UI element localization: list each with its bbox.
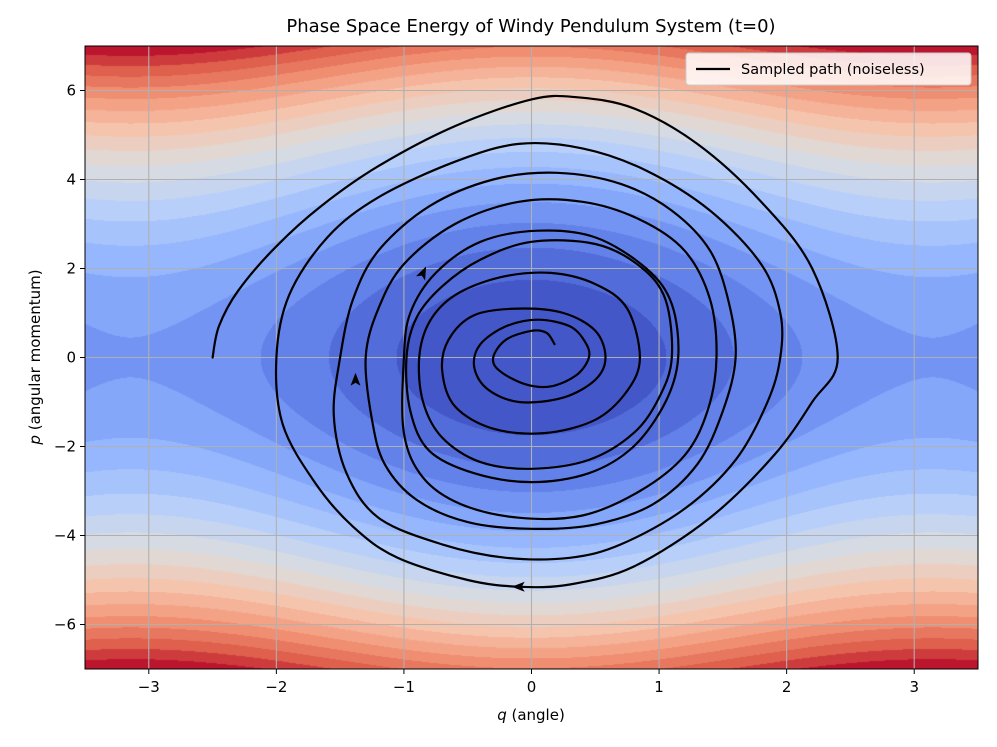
x-tick-label: 2 — [782, 678, 792, 696]
chart-title: Phase Space Energy of Windy Pendulum Sys… — [286, 16, 775, 37]
x-tick-label: 1 — [654, 678, 664, 696]
x-axis-title-rest: (angle) — [507, 706, 565, 724]
x-tick-label: 3 — [909, 678, 919, 696]
x-tick-label: −3 — [138, 678, 160, 696]
legend-box — [685, 52, 972, 86]
y-axis-title-rest: (angular momentum) — [26, 269, 44, 435]
x-axis-title: q (angle) — [497, 706, 565, 724]
y-axis-title: p (angular momentum) — [26, 269, 44, 445]
direction-arrow-icon — [511, 581, 525, 592]
y-tick-label: 0 — [66, 349, 76, 367]
y-axis-ticks: −6 −4 −2 0 2 4 6 — [54, 82, 85, 634]
path-direction-arrows — [350, 266, 525, 592]
plot-area — [84, 45, 979, 670]
x-tick-label: 0 — [527, 678, 537, 696]
legend: Sampled path (noiseless) — [685, 52, 972, 86]
y-tick-label: −4 — [54, 527, 76, 545]
sampled-path — [211, 94, 839, 589]
sampled-path-line — [211, 94, 839, 589]
y-tick-label: 4 — [66, 171, 76, 189]
direction-arrow-icon — [350, 372, 361, 386]
y-tick-label: −2 — [54, 438, 76, 456]
y-tick-label: 6 — [66, 82, 76, 100]
legend-label: Sampled path (noiseless) — [741, 62, 925, 78]
x-axis-variable: q — [497, 706, 507, 724]
direction-arrow-icon — [416, 266, 427, 281]
y-tick-label: −6 — [54, 616, 76, 634]
x-tick-label: −1 — [393, 678, 415, 696]
x-axis-ticks: −3 −2 −1 0 1 2 3 — [138, 669, 919, 696]
x-tick-label: −2 — [265, 678, 287, 696]
y-tick-label: 2 — [66, 260, 76, 278]
y-axis-variable: p — [26, 435, 44, 446]
